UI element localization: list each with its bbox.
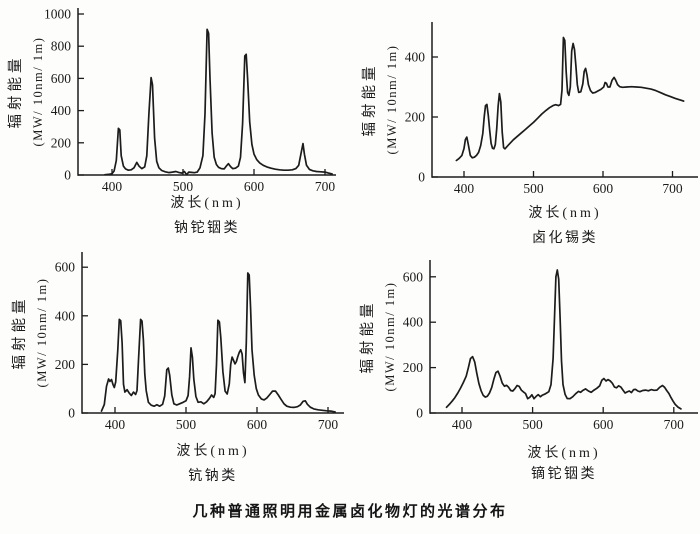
x-tick-label: 700 xyxy=(662,181,683,196)
y-tick-label: 400 xyxy=(51,103,72,118)
spectrum-curve xyxy=(100,272,336,413)
y-tick-label: 0 xyxy=(416,406,423,421)
chart-canvas-tin-halide: 0 200 400 400 500 600 700 辐射能量 (MW/ 10nm/ 1m) xyxy=(361,22,698,196)
x-tick-label: 400 xyxy=(105,417,126,432)
y-tick-label: 200 xyxy=(403,360,424,375)
x-tick-label: 400 xyxy=(452,417,473,432)
y-tick-label: 600 xyxy=(51,71,72,86)
spectrum-curve xyxy=(104,28,333,176)
x-axis-label: 波长(nm) xyxy=(528,206,602,221)
y-tick-label: 600 xyxy=(55,260,76,275)
y-tick-label: 400 xyxy=(403,315,424,330)
y-tick-label: 0 xyxy=(68,406,75,421)
x-tick-label: 600 xyxy=(593,181,614,196)
x-tick-label: 400 xyxy=(102,179,123,194)
x-tick-label: 400 xyxy=(454,181,475,196)
y-axis-unit-label: (MW/ 10nm/ 1m) xyxy=(385,45,399,155)
chart-panel-scandium-sodium: 0 200 400 600 400 500 600 700 辐射能量 (MW/ 10nm/ 1m)… xyxy=(0,240,350,500)
chart-title: 镝铊铟类 xyxy=(531,467,597,482)
x-axis-label: 波长(nm) xyxy=(170,196,244,211)
chart-canvas-sodium-thallium-indium: 0 200 400 600 800 1000 400 500 600 700 辐射能量 (MW/ 10… xyxy=(7,7,336,194)
y-axis-label: 辐射能量 xyxy=(7,55,24,129)
x-tick-label: 700 xyxy=(315,179,336,194)
y-tick-label: 200 xyxy=(55,357,76,372)
y-axis-label: 辐射能量 xyxy=(359,300,376,374)
chart-title: 钠铊铟类 xyxy=(174,221,240,236)
x-tick-label: 600 xyxy=(593,417,614,432)
figure-caption: 几种普通照明用金属卤化物灯的光谱分布 xyxy=(192,504,508,520)
x-tick-label: 700 xyxy=(318,417,339,432)
y-axis-unit-label: (MW/ 10nm/ 1m) xyxy=(31,37,45,147)
x-tick-label: 700 xyxy=(664,417,685,432)
y-axis-label: 辐射能量 xyxy=(361,63,378,137)
x-tick-label: 500 xyxy=(522,417,543,432)
x-tick-label: 500 xyxy=(176,417,197,432)
chart-canvas-scandium-sodium: 0 200 400 600 400 500 600 700 辐射能量 (MW/ 10nm/ 1m) xyxy=(11,252,344,432)
y-tick-label: 200 xyxy=(405,110,426,125)
spectrum-curve xyxy=(445,269,682,410)
y-axis-unit-label: (MW/ 10nm/ 1m) xyxy=(35,278,49,388)
spectrum-curve xyxy=(455,36,685,162)
y-axis-label: 辐射能量 xyxy=(11,296,28,370)
y-tick-label: 0 xyxy=(64,168,71,183)
y-tick-label: 800 xyxy=(51,39,72,54)
x-axis-label: 波长(nm) xyxy=(527,446,601,461)
chart-title: 卤化锡类 xyxy=(532,231,598,246)
chart-canvas-dysprosium-thallium-indium: 0 200 400 600 400 500 600 700 辐射能量 (MW/ 10nm/ 1m) xyxy=(359,260,698,432)
y-tick-label: 600 xyxy=(403,269,424,284)
y-tick-label: 400 xyxy=(405,50,426,65)
y-axis-unit-label: (MW/ 10nm/ 1m) xyxy=(383,282,397,392)
y-tick-label: 0 xyxy=(418,170,425,185)
chart-title: 钪钠类 xyxy=(188,469,238,484)
x-tick-label: 500 xyxy=(173,179,194,194)
y-tick-label: 400 xyxy=(55,308,76,323)
chart-panel-dysprosium-thallium-indium: 0 200 400 600 400 500 600 700 辐射能量 (MW/ 10nm/ 1m)… xyxy=(350,240,700,500)
y-tick-label: 1000 xyxy=(44,7,71,22)
x-axis-label: 波长(nm) xyxy=(176,444,250,459)
chart-panel-sodium-thallium-indium: 0 200 400 600 800 1000 400 500 600 700 辐射能量 (MW/ 10… xyxy=(0,0,350,260)
x-tick-label: 600 xyxy=(247,417,268,432)
chart-panel-tin-halide: 0 200 400 400 500 600 700 辐射能量 (MW/ 10nm/ 1m) 波长… xyxy=(350,0,700,260)
x-tick-label: 500 xyxy=(523,181,544,196)
x-tick-label: 600 xyxy=(244,179,265,194)
y-tick-label: 200 xyxy=(51,135,72,150)
